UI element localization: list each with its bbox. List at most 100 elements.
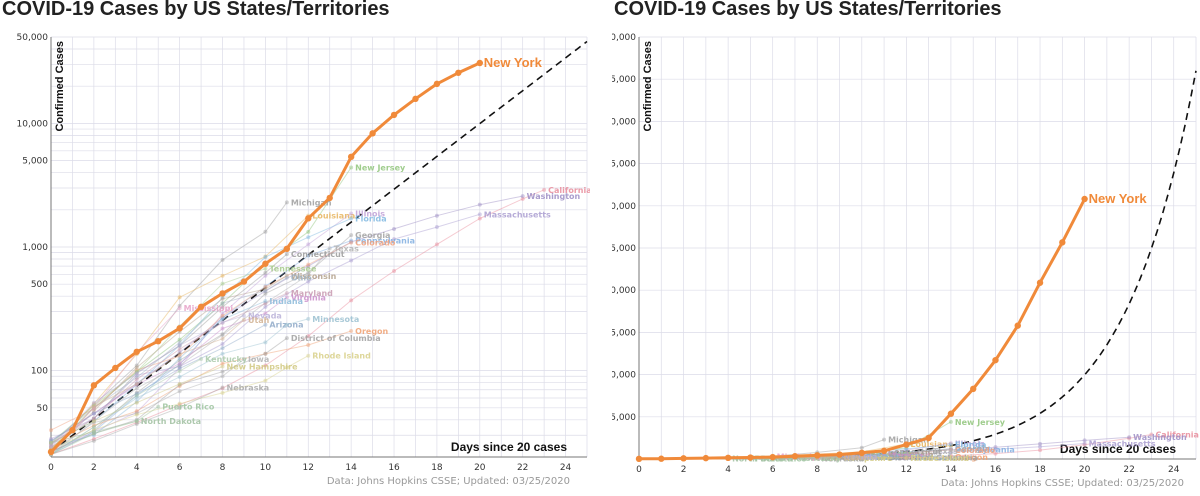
data-point bbox=[91, 405, 96, 410]
data-point bbox=[970, 385, 977, 393]
data-point bbox=[904, 452, 909, 457]
data-point bbox=[134, 409, 139, 414]
data-point bbox=[91, 429, 96, 434]
data-point bbox=[433, 80, 441, 88]
grid bbox=[638, 36, 1197, 460]
data-point bbox=[134, 393, 139, 398]
data-point bbox=[91, 411, 96, 416]
y-tick-label: 500 bbox=[31, 280, 48, 290]
data-point bbox=[791, 453, 799, 460]
data-point bbox=[220, 295, 225, 300]
data-point bbox=[134, 419, 139, 424]
series-line bbox=[50, 202, 288, 446]
data-point bbox=[477, 202, 482, 207]
data-point bbox=[177, 384, 182, 389]
series-label: Minnesota bbox=[312, 315, 359, 324]
data-point bbox=[134, 363, 139, 368]
data-point bbox=[177, 350, 182, 355]
data-point bbox=[220, 317, 225, 322]
y-tick-label: 1,000 bbox=[22, 243, 48, 253]
data-point bbox=[177, 362, 182, 367]
data-point bbox=[680, 455, 687, 462]
data-point bbox=[948, 419, 953, 424]
data-point bbox=[49, 445, 53, 450]
series-line bbox=[50, 240, 352, 455]
data-point bbox=[882, 453, 887, 458]
data-point bbox=[1127, 436, 1132, 441]
data-point bbox=[220, 332, 225, 337]
x-tick-label: 2 bbox=[91, 463, 97, 473]
series-texas: Texas bbox=[49, 244, 359, 457]
data-point bbox=[904, 455, 909, 460]
data-point bbox=[284, 295, 289, 300]
data-point bbox=[349, 258, 354, 263]
data-point bbox=[859, 455, 864, 460]
y-tick-label: 5,000 bbox=[612, 413, 636, 423]
y-tick-label: 35,000 bbox=[612, 160, 636, 170]
series-label: Nevada bbox=[844, 453, 878, 462]
data-point bbox=[220, 390, 225, 395]
data-point bbox=[859, 455, 864, 460]
series-label: Mississippi bbox=[184, 304, 234, 313]
data-point bbox=[91, 423, 96, 428]
data-point bbox=[263, 255, 268, 260]
data-point bbox=[91, 404, 96, 409]
y-tick-label: 25,000 bbox=[612, 244, 636, 254]
series-label: Illinois bbox=[355, 210, 385, 219]
data-point bbox=[134, 417, 139, 422]
series-label: Iowa bbox=[248, 355, 269, 364]
data-point bbox=[69, 426, 76, 434]
series-label: Oregon bbox=[955, 453, 988, 462]
data-point bbox=[134, 420, 139, 425]
data-point bbox=[134, 419, 139, 424]
data-point bbox=[542, 187, 547, 192]
data-point bbox=[859, 455, 864, 460]
series-label: Florida bbox=[955, 441, 987, 450]
series-label: District of Columbia bbox=[291, 334, 381, 343]
data-point bbox=[635, 455, 643, 463]
data-point bbox=[91, 420, 96, 425]
data-point bbox=[134, 396, 139, 401]
data-point bbox=[49, 445, 53, 450]
series-line bbox=[50, 195, 523, 442]
x-tick-label: 8 bbox=[220, 463, 226, 473]
x-tick-label: 4 bbox=[134, 463, 140, 473]
data-point bbox=[220, 315, 225, 320]
trend-line bbox=[50, 40, 588, 453]
data-point bbox=[306, 264, 311, 269]
x-tick-label: 10 bbox=[856, 465, 868, 475]
series-label: Louisiana bbox=[910, 440, 953, 449]
data-point bbox=[177, 374, 182, 379]
data-point bbox=[306, 334, 311, 339]
series-florida: Florida bbox=[49, 215, 387, 445]
series-label: Utah bbox=[248, 316, 270, 325]
left-chart-panel: 50 100 500 1,000 5,000 10,000 50,000 0 2 4 6 8 10 12 1… bbox=[0, 0, 590, 496]
data-point bbox=[882, 456, 887, 461]
series-label: Massachusetts bbox=[1089, 439, 1156, 448]
series-label: Utah bbox=[844, 453, 866, 462]
x-tick-label: 24 bbox=[560, 463, 572, 473]
data-point bbox=[263, 288, 268, 293]
data-point bbox=[91, 436, 96, 441]
data-point bbox=[49, 438, 53, 443]
series-label: Georgia bbox=[955, 444, 990, 453]
y-tick-label: 15,000 bbox=[612, 328, 636, 338]
data-point bbox=[220, 257, 225, 262]
series-washington: Washington bbox=[49, 192, 581, 443]
data-point bbox=[263, 311, 268, 316]
trend-line bbox=[639, 70, 1197, 460]
data-point bbox=[476, 59, 483, 67]
series-line bbox=[50, 242, 352, 431]
series-label: Nebraska bbox=[821, 454, 864, 463]
series-new-jersey: New Jersey bbox=[49, 163, 406, 452]
data-point bbox=[349, 239, 354, 244]
series-virginia: Virginia bbox=[49, 293, 326, 448]
data-point bbox=[263, 254, 268, 259]
grid bbox=[50, 36, 588, 458]
series-line bbox=[50, 292, 288, 444]
x-tick-label: 14 bbox=[345, 463, 357, 473]
data-point bbox=[91, 438, 96, 443]
series-label: Washington bbox=[527, 192, 581, 201]
data-point bbox=[702, 454, 710, 462]
